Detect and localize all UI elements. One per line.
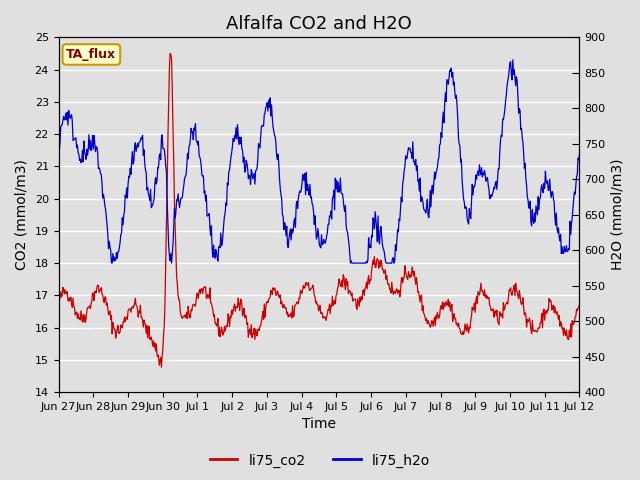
X-axis label: Time: Time: [302, 418, 336, 432]
Y-axis label: H2O (mmol/m3): H2O (mmol/m3): [611, 159, 625, 270]
Title: Alfalfa CO2 and H2O: Alfalfa CO2 and H2O: [226, 15, 412, 33]
Y-axis label: CO2 (mmol/m3): CO2 (mmol/m3): [15, 159, 29, 270]
Text: TA_flux: TA_flux: [67, 48, 116, 61]
Legend: li75_co2, li75_h2o: li75_co2, li75_h2o: [204, 448, 436, 473]
